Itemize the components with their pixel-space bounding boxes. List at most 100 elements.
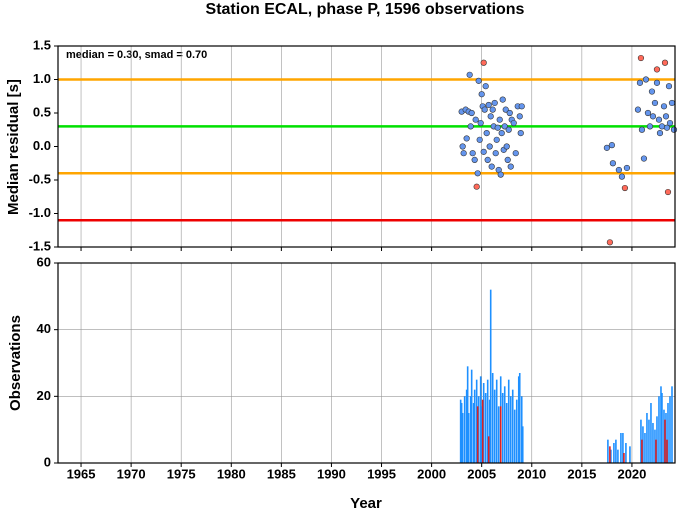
bar — [481, 399, 484, 463]
bar — [477, 396, 480, 463]
point — [471, 156, 478, 163]
point — [661, 59, 669, 66]
bar — [641, 439, 643, 463]
bar — [666, 439, 668, 463]
x-axis-label: Year — [350, 495, 382, 511]
point — [656, 130, 664, 137]
bar — [652, 423, 654, 463]
point — [496, 116, 503, 123]
x-tick-label: 1980 — [217, 466, 246, 481]
point — [668, 99, 676, 107]
annotation: median = 0.30, smad = 0.70 — [66, 49, 207, 61]
plot-frame — [57, 45, 676, 248]
point — [478, 91, 485, 98]
bar — [511, 389, 514, 463]
point — [640, 155, 648, 162]
point — [481, 106, 488, 113]
bar — [499, 406, 502, 463]
bar — [493, 389, 496, 463]
point — [516, 113, 523, 120]
x-tick-label: 2000 — [417, 466, 446, 481]
bar — [517, 376, 520, 463]
point — [480, 148, 487, 155]
bar — [507, 379, 510, 463]
y-tick-label: 0.5 — [33, 104, 51, 119]
point — [637, 54, 645, 62]
bar — [484, 393, 487, 463]
point — [494, 124, 501, 131]
bar — [629, 446, 631, 463]
point — [512, 150, 519, 157]
bar — [513, 409, 516, 463]
point — [653, 79, 661, 86]
x-tick-label: 1990 — [317, 466, 346, 481]
bar — [479, 376, 482, 463]
bar — [669, 396, 671, 463]
y-tick-label: 60 — [37, 254, 51, 269]
bar — [497, 406, 500, 463]
point — [459, 143, 466, 150]
point — [466, 71, 473, 78]
y-tick-label: -0.5 — [29, 171, 51, 186]
point — [517, 130, 524, 137]
point — [476, 136, 483, 143]
point — [648, 88, 656, 95]
bar — [489, 289, 492, 463]
point — [618, 173, 626, 180]
bar — [671, 386, 673, 463]
y-axis-label: Observations — [7, 315, 24, 411]
point — [666, 119, 674, 127]
x-tick-label: 1985 — [267, 466, 296, 481]
point — [469, 150, 476, 157]
point — [487, 113, 494, 120]
point — [460, 150, 467, 157]
bar — [655, 439, 657, 463]
bar — [515, 399, 518, 463]
point — [472, 116, 479, 123]
y-tick-label: 0 — [44, 454, 51, 469]
bar — [667, 403, 669, 463]
x-tick-label: 1965 — [67, 466, 96, 481]
point — [484, 156, 491, 163]
point — [499, 96, 506, 103]
x-tick-label: 2005 — [467, 466, 496, 481]
bar — [607, 439, 609, 463]
y-tick-label: -1.5 — [29, 238, 51, 253]
point — [634, 106, 642, 113]
bar — [488, 399, 491, 463]
bar — [648, 419, 650, 463]
bar — [661, 393, 663, 463]
bar — [521, 426, 524, 463]
bar — [469, 396, 472, 463]
bar — [465, 389, 468, 463]
x-tick-label: 2020 — [617, 466, 646, 481]
point — [646, 123, 654, 130]
point — [662, 113, 670, 120]
bar — [482, 383, 485, 463]
point — [651, 99, 659, 107]
bar — [505, 403, 508, 463]
bar — [615, 439, 617, 463]
point — [506, 109, 513, 117]
bar — [475, 379, 478, 463]
point — [498, 130, 505, 137]
bar — [640, 419, 642, 463]
point — [603, 144, 610, 151]
point — [665, 83, 673, 90]
bar — [480, 406, 483, 463]
point — [507, 163, 514, 170]
point — [477, 119, 484, 127]
bar — [460, 403, 463, 463]
y-axis-label: Median residual [s] — [5, 79, 22, 215]
point — [660, 103, 668, 110]
bar — [467, 413, 470, 463]
point — [658, 123, 666, 130]
bar — [642, 426, 644, 463]
x-tick-label: 1975 — [167, 466, 196, 481]
point — [505, 126, 512, 133]
y-tick-label: -1.0 — [29, 205, 51, 220]
bar — [487, 436, 490, 463]
bar — [622, 433, 624, 463]
bar — [620, 433, 622, 463]
point — [615, 166, 623, 174]
